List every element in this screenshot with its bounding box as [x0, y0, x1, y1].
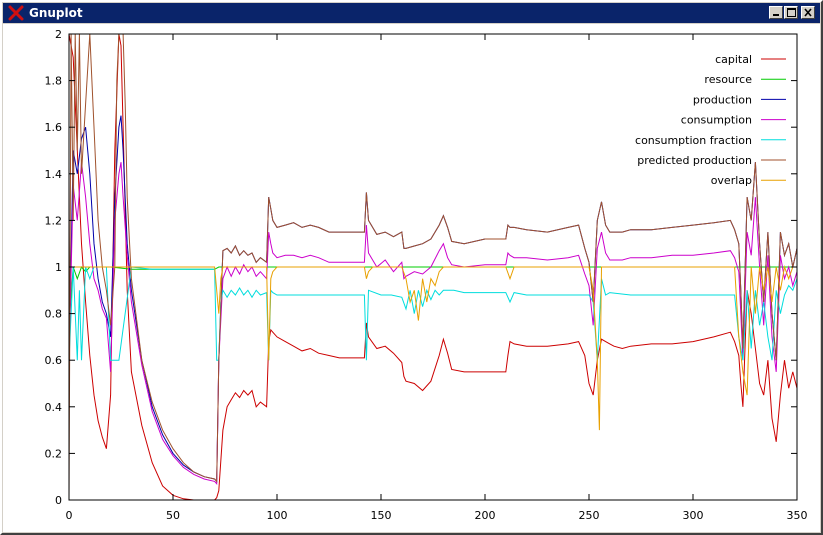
- y-tick-label: 0.2: [45, 447, 63, 460]
- x-tick-label: 250: [579, 509, 600, 522]
- series-line-consumption-fraction: [69, 266, 797, 361]
- legend-label: capital: [715, 53, 752, 66]
- window-title: Gnuplot: [29, 6, 83, 20]
- x-tick-label: 100: [267, 509, 288, 522]
- series-line-predicted-production: [69, 34, 797, 500]
- x-tick-label: 0: [66, 509, 73, 522]
- y-tick-label: 1: [55, 261, 62, 274]
- x-tick-label: 150: [371, 509, 392, 522]
- series-line-overlap: [69, 265, 797, 431]
- title-bar[interactable]: Gnuplot: [3, 3, 820, 23]
- series-line-consumption: [69, 162, 797, 485]
- maximize-button[interactable]: [784, 6, 798, 19]
- x-tick-label: 350: [787, 509, 808, 522]
- legend-label: predicted production: [637, 154, 752, 167]
- y-tick-label: 0.8: [45, 308, 63, 321]
- minimize-button[interactable]: [769, 6, 783, 19]
- y-tick-label: 0.6: [45, 354, 63, 367]
- legend-label: consumption: [681, 114, 752, 127]
- series-line-production: [69, 115, 797, 483]
- legend-label: production: [693, 93, 752, 106]
- y-tick-label: 1.6: [45, 121, 63, 134]
- chart: 0 0.2 0.4 0.6 0.8 1 1.2 1.4 1.6 1.8 2 0 50 100 150 200 2…: [45, 28, 808, 522]
- x-tick-label: 300: [683, 509, 704, 522]
- x-tick-label: 200: [475, 509, 496, 522]
- y-tick-label: 1.4: [45, 168, 63, 181]
- x-tick-label: 50: [166, 509, 180, 522]
- series-line-capital: [69, 34, 797, 500]
- legend-label: overlap: [711, 174, 752, 187]
- close-button[interactable]: [801, 6, 815, 19]
- plot-area: 0 0.2 0.4 0.6 0.8 1 1.2 1.4 1.6 1.8 2 0 50 100 150 200 2…: [3, 24, 820, 532]
- y-tick-label: 1.2: [45, 214, 63, 227]
- y-tick-label: 0: [55, 494, 62, 507]
- legend-label: consumption fraction: [635, 134, 752, 147]
- y-tick-label: 2: [55, 28, 62, 41]
- y-tick-label: 1.8: [45, 75, 63, 88]
- x-icon: [8, 5, 24, 21]
- legend-label: resource: [704, 73, 752, 86]
- y-tick-label: 0.4: [45, 401, 63, 414]
